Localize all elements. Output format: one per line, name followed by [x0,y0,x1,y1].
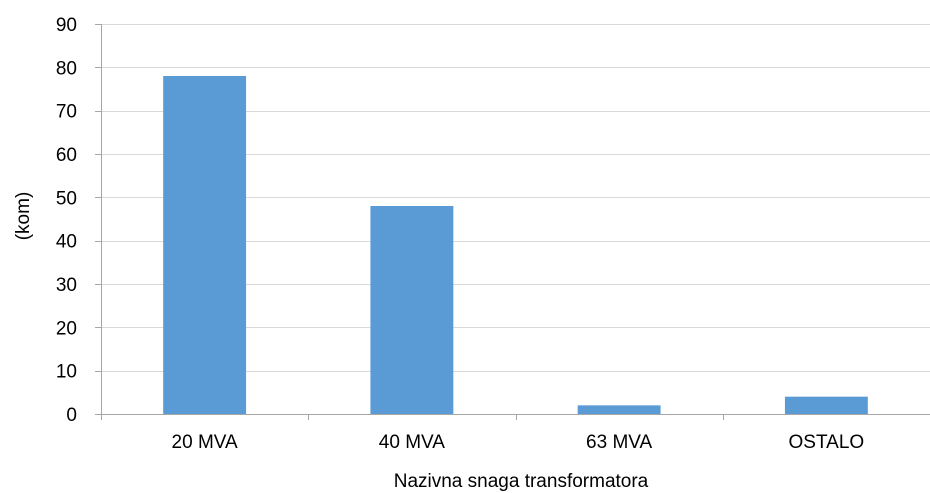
bar [163,76,247,414]
bar [577,405,661,414]
y-tick-label: 20 [56,318,77,339]
y-tick-label: 40 [56,232,77,253]
y-tick-labels: 0 10 20 30 40 50 60 70 80 90 [56,15,77,426]
x-tick-label: OSTALO [789,432,865,453]
x-tick-labels: 20 MVA 40 MVA 63 MVA OSTALO [172,432,865,453]
y-tick-label: 80 [56,58,77,79]
x-tick-label: 20 MVA [172,432,239,453]
y-tick-label: 0 [66,405,77,426]
axes [95,24,930,420]
y-tick-label: 50 [56,188,77,209]
y-tick-label: 10 [56,362,77,383]
x-tick-label: 63 MVA [586,432,653,453]
y-tick-label: 30 [56,275,77,296]
x-tick-label: 40 MVA [379,432,446,453]
bars [163,76,868,414]
y-tick-label: 70 [56,102,77,123]
x-axis-title: Nazivna snaga transformatora [394,471,649,492]
y-axis-title: (kom) [13,192,34,241]
bar [370,206,454,414]
y-tick-label: 90 [56,15,77,36]
bar [784,396,868,414]
y-tick-label: 60 [56,145,77,166]
